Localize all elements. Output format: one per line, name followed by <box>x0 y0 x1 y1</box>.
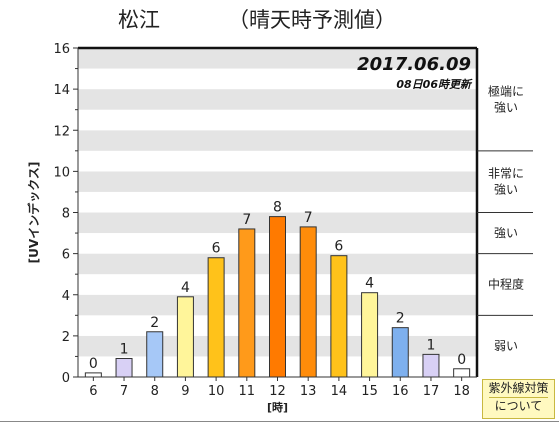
y-tick-label: 2 <box>62 330 70 345</box>
y-tick-label: 16 <box>53 42 70 57</box>
uv-protection-info-button[interactable]: 紫外線対策 について <box>482 379 555 419</box>
grid-band <box>78 191 477 213</box>
y-axis-label: [UVインデックス] <box>26 162 41 264</box>
bar-value-label: 7 <box>242 212 251 228</box>
x-tick-label: 12 <box>269 384 286 399</box>
bar-value-label: 6 <box>212 241 221 257</box>
legend-level-label: 強い <box>494 183 518 197</box>
legend-level-label: 非常に <box>488 167 524 181</box>
x-tick-label: 11 <box>239 384 256 399</box>
x-tick-label: 7 <box>120 384 128 399</box>
x-tick-label: 17 <box>423 384 440 399</box>
bar <box>176 296 194 378</box>
bar-value-label: 1 <box>120 341 129 357</box>
grid-band <box>78 171 477 192</box>
y-tick-label: 12 <box>53 124 70 139</box>
bar-value-label: 2 <box>396 311 405 327</box>
bar <box>299 226 317 378</box>
legend-level-label: 極端に <box>488 83 524 98</box>
chart-title-note: （晴天時予測値） <box>228 8 396 32</box>
bar <box>422 353 440 378</box>
bar-value-label: 7 <box>304 210 313 226</box>
bar-value-label: 6 <box>334 239 343 255</box>
grid-band <box>78 109 477 131</box>
bar <box>207 257 225 378</box>
bar <box>238 228 256 378</box>
x-tick-label: 16 <box>392 384 409 399</box>
y-tick-label: 6 <box>62 248 70 263</box>
x-tick-label: 13 <box>300 384 317 399</box>
bar-value-label: 2 <box>150 315 159 331</box>
x-tick-label: 15 <box>361 384 378 399</box>
grid-band <box>78 48 477 69</box>
y-tick-label: 4 <box>62 289 70 304</box>
bar-value-label: 4 <box>181 280 190 296</box>
grid-band <box>78 130 477 151</box>
x-tick-label: 6 <box>89 384 97 399</box>
y-tick-label: 10 <box>53 165 70 180</box>
bar <box>146 331 164 378</box>
x-tick-label: 10 <box>208 384 225 399</box>
bar-value-label: 1 <box>427 337 436 353</box>
x-tick-label: 8 <box>151 384 159 399</box>
y-tick-label: 14 <box>53 83 70 98</box>
bar-value-label: 8 <box>273 200 282 216</box>
legend-level-label: 中程度 <box>488 276 524 291</box>
bar <box>269 216 286 378</box>
x-tick-label: 14 <box>331 384 348 399</box>
bar <box>391 327 409 378</box>
bar-value-label: 0 <box>89 356 98 372</box>
y-tick-label: 0 <box>62 371 70 386</box>
x-axis-label: [時] <box>267 400 288 414</box>
y-tick-label: 8 <box>62 207 70 222</box>
x-tick-label: 18 <box>453 384 470 399</box>
bar <box>330 255 348 378</box>
bar <box>361 292 379 378</box>
legend-level-label: 強い <box>494 100 518 114</box>
bar <box>84 372 102 378</box>
legend-level-label: 強い <box>494 226 518 240</box>
legend-level-label: 弱い <box>494 339 518 353</box>
updated-time: 08日06時更新 <box>396 78 473 91</box>
info-button-line2: について <box>489 397 548 415</box>
bar-value-label: 4 <box>365 276 374 292</box>
bar <box>115 357 133 378</box>
info-button-line1: 紫外線対策 <box>488 381 549 395</box>
x-tick-label: 9 <box>181 384 189 399</box>
bar-value-label: 0 <box>457 352 466 368</box>
forecast-date: 2017.06.09 <box>357 54 471 75</box>
bar <box>453 368 471 378</box>
grid-band <box>78 150 477 172</box>
grid-band <box>78 89 477 110</box>
grid-band <box>78 68 477 90</box>
bottom-divider <box>0 421 559 422</box>
chart-title-place: 松江 <box>118 8 160 32</box>
